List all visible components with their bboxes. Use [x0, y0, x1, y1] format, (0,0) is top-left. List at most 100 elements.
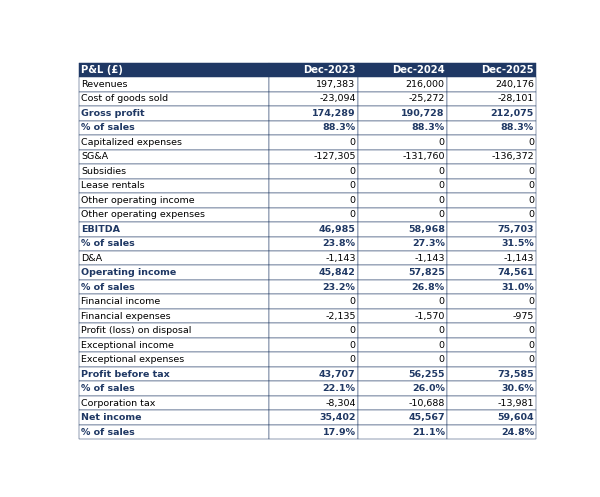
- Text: Other operating expenses: Other operating expenses: [81, 210, 205, 219]
- Text: 31.5%: 31.5%: [501, 239, 534, 248]
- Bar: [447, 237, 536, 251]
- Bar: [79, 208, 269, 222]
- Bar: [269, 63, 358, 77]
- Bar: [79, 352, 269, 367]
- Text: 57,825: 57,825: [408, 268, 445, 277]
- Text: Profit before tax: Profit before tax: [81, 370, 170, 379]
- Text: 74,561: 74,561: [497, 268, 534, 277]
- Text: 26.0%: 26.0%: [412, 384, 445, 393]
- Bar: [269, 121, 358, 135]
- Text: 31.0%: 31.0%: [501, 283, 534, 292]
- Text: 0: 0: [528, 326, 534, 335]
- Text: % of sales: % of sales: [81, 427, 135, 436]
- Text: 0: 0: [350, 340, 356, 349]
- Bar: [79, 381, 269, 396]
- Bar: [358, 106, 447, 121]
- Text: -131,760: -131,760: [402, 153, 445, 162]
- Text: % of sales: % of sales: [81, 283, 135, 292]
- Bar: [447, 265, 536, 280]
- Bar: [269, 91, 358, 106]
- Text: -975: -975: [512, 312, 534, 321]
- Bar: [447, 338, 536, 352]
- Bar: [269, 164, 358, 178]
- Text: 58,968: 58,968: [408, 225, 445, 234]
- Text: 30.6%: 30.6%: [501, 384, 534, 393]
- Bar: [269, 106, 358, 121]
- Bar: [447, 77, 536, 91]
- Bar: [269, 135, 358, 150]
- Text: P&L (£): P&L (£): [81, 65, 123, 75]
- Bar: [447, 411, 536, 425]
- Text: 0: 0: [439, 167, 445, 176]
- Bar: [269, 309, 358, 324]
- Text: 45,567: 45,567: [408, 413, 445, 422]
- Bar: [269, 338, 358, 352]
- Text: 190,728: 190,728: [401, 109, 445, 118]
- Text: -136,372: -136,372: [491, 153, 534, 162]
- Text: Cost of goods sold: Cost of goods sold: [81, 94, 168, 103]
- Bar: [358, 251, 447, 265]
- Text: 197,383: 197,383: [316, 80, 356, 89]
- Bar: [79, 222, 269, 237]
- Bar: [269, 367, 358, 381]
- Text: 0: 0: [528, 196, 534, 205]
- Text: Exceptional expenses: Exceptional expenses: [81, 355, 184, 364]
- Bar: [79, 280, 269, 294]
- Bar: [447, 208, 536, 222]
- Bar: [79, 425, 269, 439]
- Text: 23.2%: 23.2%: [323, 283, 356, 292]
- Text: 88.3%: 88.3%: [412, 123, 445, 132]
- Text: Operating income: Operating income: [81, 268, 176, 277]
- Text: 56,255: 56,255: [408, 370, 445, 379]
- Bar: [269, 265, 358, 280]
- Text: Revenues: Revenues: [81, 80, 128, 89]
- Bar: [447, 352, 536, 367]
- Text: Other operating income: Other operating income: [81, 196, 194, 205]
- Text: 0: 0: [350, 210, 356, 219]
- Text: -8,304: -8,304: [325, 399, 356, 408]
- Text: -1,143: -1,143: [414, 254, 445, 263]
- Bar: [358, 338, 447, 352]
- Bar: [358, 208, 447, 222]
- Bar: [79, 150, 269, 164]
- Text: 0: 0: [528, 355, 534, 364]
- Bar: [358, 396, 447, 411]
- Text: 0: 0: [350, 355, 356, 364]
- Bar: [447, 135, 536, 150]
- Bar: [358, 280, 447, 294]
- Text: 0: 0: [439, 340, 445, 349]
- Bar: [269, 178, 358, 193]
- Bar: [79, 121, 269, 135]
- Bar: [358, 309, 447, 324]
- Text: 0: 0: [528, 167, 534, 176]
- Bar: [447, 164, 536, 178]
- Text: Gross profit: Gross profit: [81, 109, 145, 118]
- Bar: [79, 164, 269, 178]
- Text: 23.8%: 23.8%: [323, 239, 356, 248]
- Text: Financial income: Financial income: [81, 297, 160, 306]
- Text: 43,707: 43,707: [319, 370, 356, 379]
- Bar: [79, 411, 269, 425]
- Bar: [358, 178, 447, 193]
- Bar: [79, 77, 269, 91]
- Bar: [358, 367, 447, 381]
- Text: -127,305: -127,305: [313, 153, 356, 162]
- Bar: [269, 411, 358, 425]
- Text: D&A: D&A: [81, 254, 102, 263]
- Bar: [358, 425, 447, 439]
- Text: 26.8%: 26.8%: [412, 283, 445, 292]
- Bar: [447, 193, 536, 208]
- Bar: [447, 178, 536, 193]
- Text: 0: 0: [528, 297, 534, 306]
- Text: 0: 0: [439, 210, 445, 219]
- Text: 0: 0: [528, 181, 534, 190]
- Bar: [79, 338, 269, 352]
- Bar: [79, 324, 269, 338]
- Text: Dec-2023: Dec-2023: [303, 65, 356, 75]
- Bar: [447, 309, 536, 324]
- Bar: [269, 381, 358, 396]
- Bar: [358, 150, 447, 164]
- Text: 59,604: 59,604: [497, 413, 534, 422]
- Text: 46,985: 46,985: [319, 225, 356, 234]
- Bar: [79, 237, 269, 251]
